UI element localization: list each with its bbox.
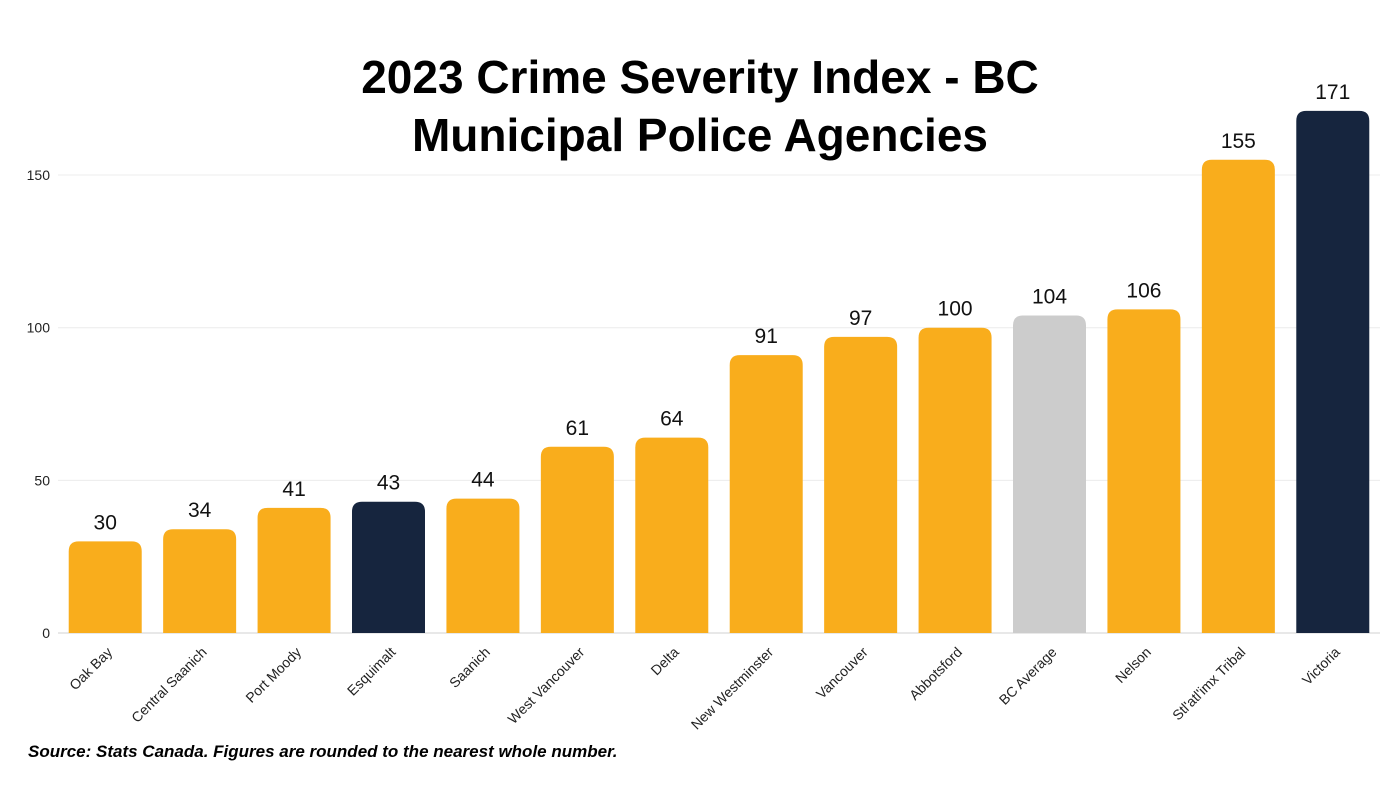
data-label: 155 [1221, 130, 1256, 153]
x-tick-label: Abbotsford [906, 644, 965, 703]
bar [824, 336, 898, 633]
bar [918, 327, 992, 633]
bar [163, 529, 237, 633]
x-tick-label: Central Saanich [128, 644, 210, 726]
data-label: 106 [1126, 279, 1161, 302]
x-tick-label: Nelson [1112, 644, 1154, 686]
x-tick-label: Vancouver [813, 644, 871, 702]
data-label: 61 [566, 417, 589, 440]
x-tick-label: Oak Bay [66, 644, 115, 693]
gridlines [58, 174, 1380, 634]
bar [352, 501, 425, 633]
bar [729, 355, 803, 633]
data-label: 100 [938, 298, 973, 321]
bar [446, 498, 520, 633]
chart-title-line-1: 2023 Crime Severity Index - BC [361, 51, 1039, 103]
data-label: 34 [188, 499, 212, 522]
chart-title: 2023 Crime Severity Index - BC Municipal… [361, 51, 1039, 161]
data-label: 44 [471, 469, 495, 492]
bar [68, 541, 142, 633]
y-tick-label: 0 [42, 625, 50, 641]
y-tick-label: 150 [27, 167, 51, 183]
data-label: 97 [849, 307, 872, 330]
x-axis-labels: Oak Bay Central Saanich Port Moody Esquimal… [66, 644, 1343, 733]
bar [1013, 315, 1086, 633]
data-label: 64 [660, 408, 684, 431]
bar [1107, 309, 1181, 633]
data-label: 30 [94, 511, 117, 534]
data-labels: 30 34 41 43 44 61 64 91 97 100 104 106 155 171 [94, 81, 1351, 534]
source-note: Source: Stats Canada. Figures are rounde… [28, 742, 618, 761]
x-tick-label: BC Average [996, 644, 1060, 708]
x-tick-label: Saanich [446, 644, 493, 691]
data-label: 43 [377, 472, 400, 495]
bar [1296, 110, 1370, 633]
x-tick-label: New Westminster [688, 644, 777, 733]
y-tick-label: 100 [27, 320, 51, 336]
x-tick-label: Stl'atl'imx Tribal [1169, 644, 1248, 723]
x-tick-label: Port Moody [242, 644, 304, 706]
bar [635, 437, 709, 633]
bar [257, 507, 331, 633]
data-label: 41 [282, 478, 305, 501]
data-label: 104 [1032, 285, 1067, 308]
y-axis-ticks: 0 50 100 150 [27, 167, 51, 641]
bars [68, 110, 1370, 633]
data-label: 91 [755, 325, 778, 348]
x-tick-label: Esquimalt [344, 644, 399, 699]
chart-title-line-2: Municipal Police Agencies [412, 109, 988, 161]
data-label: 171 [1315, 81, 1350, 104]
x-tick-label: Delta [647, 644, 682, 679]
x-tick-label: West Vancouver [504, 644, 587, 727]
bar [540, 446, 614, 633]
bar [1201, 159, 1275, 633]
x-tick-label: Victoria [1299, 644, 1343, 688]
y-tick-label: 50 [34, 472, 50, 488]
